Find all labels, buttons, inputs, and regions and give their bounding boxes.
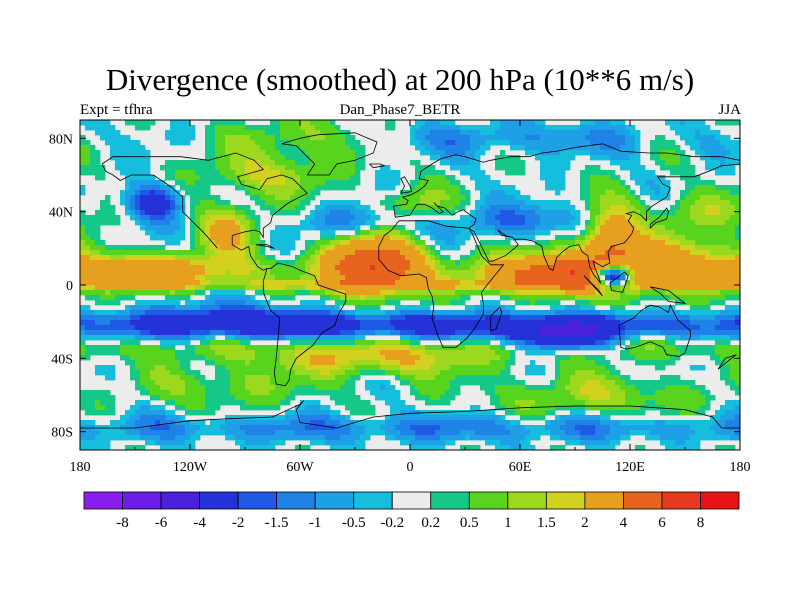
x-tick-label: 60W	[286, 460, 314, 475]
x-tick-label: 120W	[173, 460, 208, 475]
experiment-label: Expt = tfhra	[80, 102, 153, 118]
colorbar-swatch	[83, 491, 123, 510]
coastline	[649, 286, 687, 304]
y-tick-label: 40S	[51, 352, 73, 367]
x-tick-label: 0	[407, 460, 414, 475]
colorbar-swatch	[468, 491, 509, 510]
coastline	[368, 163, 386, 169]
coastline	[490, 306, 503, 332]
colorbar-label: 1	[504, 515, 512, 531]
colorbar-label: -8	[116, 515, 129, 531]
coastline	[281, 132, 378, 176]
coastline	[393, 202, 477, 229]
colorbar-swatch	[237, 491, 278, 510]
coastline	[618, 304, 691, 357]
season-label: JJA	[718, 102, 741, 118]
coastline	[101, 163, 218, 249]
colorbar-label: 2	[581, 515, 589, 531]
colorbar-label: -6	[155, 515, 168, 531]
colorbar-swatch	[391, 491, 432, 510]
coastline	[468, 227, 519, 262]
coastline	[393, 143, 740, 207]
colorbar-swatch	[160, 491, 200, 510]
colorbar-label: -0.5	[342, 515, 366, 531]
colorbar-swatch	[199, 491, 239, 510]
coastline	[255, 244, 275, 249]
coastline	[609, 271, 629, 293]
coastline	[583, 275, 603, 297]
colorbar-label: -4	[193, 515, 206, 531]
colorbar-swatch	[584, 491, 624, 510]
x-tick-label: 180	[70, 460, 91, 475]
colorbar-swatch	[507, 491, 547, 510]
divergence-field	[80, 120, 740, 450]
colorbar-swatch	[353, 491, 393, 510]
coastline	[80, 400, 740, 429]
colorbar-label: 6	[658, 515, 666, 531]
colorbar-label: 1.5	[537, 515, 556, 531]
colorbar-swatch	[314, 491, 355, 510]
colorbar-label: 0.5	[460, 515, 479, 531]
coastline	[514, 163, 740, 284]
colorbar-swatch	[545, 491, 586, 510]
y-tick-label: 80N	[49, 132, 73, 147]
colorbar-swatch	[276, 491, 316, 510]
coastlines	[80, 132, 740, 429]
colorbar-swatch	[430, 491, 470, 510]
coastline	[649, 207, 669, 229]
coastline	[717, 354, 737, 370]
chart-title: Divergence (smoothed) at 200 hPa (10**6 …	[105, 62, 695, 97]
y-tick-label: 80S	[51, 426, 73, 441]
colorbar-swatch	[623, 491, 663, 510]
x-tick-label: 60E	[509, 460, 532, 475]
colorbar-label: -1	[309, 515, 322, 531]
coastline	[101, 152, 347, 387]
colorbar-swatch	[122, 491, 162, 510]
colorbar-swatch	[661, 491, 701, 510]
y-tick-label: 40N	[49, 206, 73, 221]
colorbar-label: -2	[232, 515, 245, 531]
colorbar-label: -1.5	[265, 515, 289, 531]
colorbar-swatch	[700, 491, 740, 510]
colorbar-label: 4	[620, 515, 628, 531]
run-name-label: Dan_Phase7_BETR	[339, 102, 461, 118]
coastline	[400, 176, 413, 194]
x-tick-label: 180	[730, 460, 751, 475]
colorbar-label: 8	[697, 515, 705, 531]
colorbar-label: 0.2	[421, 515, 440, 531]
y-tick-label: 0	[66, 279, 73, 294]
coastline	[378, 220, 505, 348]
colorbar-label: -0.2	[380, 515, 404, 531]
x-tick-label: 120E	[615, 460, 645, 475]
